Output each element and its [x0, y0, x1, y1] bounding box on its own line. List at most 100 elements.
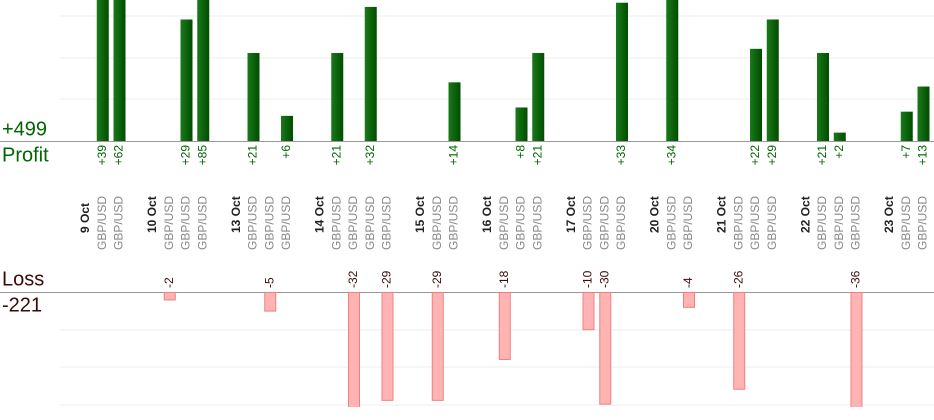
pair-label: GBP/USD: [95, 196, 109, 250]
loss-bar: [348, 292, 360, 407]
pair-label: GBP/USD: [112, 196, 126, 250]
pair-label: GBP/USD: [916, 196, 930, 250]
value-label: -36: [849, 270, 863, 288]
date-label: 20 Oct: [648, 196, 662, 233]
date-label: 10 Oct: [145, 196, 159, 233]
pair-label: GBP/USD: [514, 196, 528, 250]
pair-label: GBP/USD: [748, 196, 762, 250]
pair-label: GBP/USD: [497, 196, 511, 250]
loss-bar: [163, 292, 176, 301]
pair-label: GBP/USD: [530, 196, 544, 250]
profit-total: +499: [2, 118, 47, 140]
value-label: +85: [195, 145, 209, 166]
pair-label: GBP/USD: [447, 196, 461, 250]
profit-bar: [900, 111, 913, 141]
value-label: +22: [748, 145, 762, 166]
pair-label: GBP/USD: [664, 196, 678, 250]
value-label: +13: [916, 145, 930, 166]
value-label: +21: [815, 145, 829, 166]
pair-label: GBP/USD: [380, 196, 394, 250]
profit-bars: [96, 0, 930, 141]
profit-bar: [96, 0, 109, 141]
value-label: +2: [832, 145, 846, 159]
loss-bar: [582, 292, 595, 331]
pair-label: GBP/USD: [346, 196, 360, 250]
loss-bar: [683, 292, 695, 308]
pair-label: GBP/USD: [731, 196, 745, 250]
value-label: -30: [597, 270, 611, 288]
date-label: 13 Oct: [229, 196, 243, 233]
pair-label: GBP/USD: [581, 196, 595, 250]
value-label: +7: [899, 145, 913, 159]
profit-bar: [197, 0, 210, 141]
pair-label: GBP/USD: [765, 196, 779, 250]
value-label: +6: [279, 145, 293, 159]
value-label: +21: [246, 145, 260, 166]
pair-label: GBP/USD: [262, 196, 276, 250]
pair-label: GBP/USD: [279, 196, 293, 250]
loss-bar: [431, 292, 444, 401]
pair-label: GBP/USD: [195, 196, 209, 250]
value-label: -18: [497, 270, 511, 288]
value-label: -26: [731, 270, 745, 288]
pair-label: GBP/USD: [815, 196, 829, 250]
pair-label: GBP/USD: [849, 196, 863, 250]
value-label: +32: [363, 145, 377, 166]
profit-bar: [331, 53, 344, 141]
loss-bar: [264, 292, 277, 312]
value-label: -29: [430, 270, 444, 288]
loss-bar: [850, 292, 863, 407]
date-label: 17 Oct: [564, 196, 578, 233]
value-label: -4: [681, 277, 695, 288]
date-label: 16 Oct: [480, 196, 494, 233]
date-label: 23 Oct: [882, 196, 896, 233]
pair-label: GBP/USD: [329, 196, 343, 250]
date-label: 9 Oct: [78, 203, 92, 233]
pair-label: GBP/USD: [162, 196, 176, 250]
profit-bar: [817, 53, 829, 141]
value-label: -29: [380, 270, 394, 288]
value-label: -32: [346, 270, 360, 288]
pair-label: GBP/USD: [899, 196, 913, 250]
profit-bar: [180, 19, 193, 141]
value-label: +62: [112, 145, 126, 166]
value-label: +21: [530, 145, 544, 166]
loss-bar: [381, 292, 394, 401]
loss-grid: [60, 329, 934, 406]
profit-label: Profit: [2, 144, 49, 166]
value-label: +21: [329, 145, 343, 166]
date-label: 21 Oct: [715, 196, 729, 233]
profit-bar: [448, 82, 461, 141]
loss-bars: [163, 292, 863, 407]
profit-bar: [750, 48, 762, 141]
value-label: +8: [514, 145, 528, 159]
value-label: +39: [95, 145, 109, 166]
value-label: +29: [765, 145, 779, 166]
pair-label: GBP/USD: [832, 196, 846, 250]
value-label: -10: [581, 270, 595, 288]
profit-bar: [281, 115, 293, 141]
value-label: +14: [447, 145, 461, 166]
loss-bar: [498, 292, 511, 360]
pair-label: GBP/USD: [179, 196, 193, 250]
loss-label: Loss: [2, 268, 44, 290]
profit-bar: [833, 132, 846, 141]
loss-bar: [733, 292, 746, 390]
date-label: 14 Oct: [313, 196, 327, 233]
pair-label: GBP/USD: [597, 196, 611, 250]
profit-bar: [532, 53, 545, 141]
value-label: +33: [614, 145, 628, 166]
date-label: 22 Oct: [798, 196, 812, 233]
value-label: +34: [664, 145, 678, 166]
pair-label: GBP/USD: [681, 196, 695, 250]
profit-bar: [247, 53, 260, 141]
profit-bar: [917, 86, 930, 141]
profit-bar: [364, 6, 377, 141]
pair-label: GBP/USD: [614, 196, 628, 250]
value-label: -5: [262, 277, 276, 288]
loss-total: -221: [2, 294, 42, 316]
profit-bar: [515, 107, 528, 141]
loss-bar: [599, 292, 612, 405]
pair-label: GBP/USD: [430, 196, 444, 250]
